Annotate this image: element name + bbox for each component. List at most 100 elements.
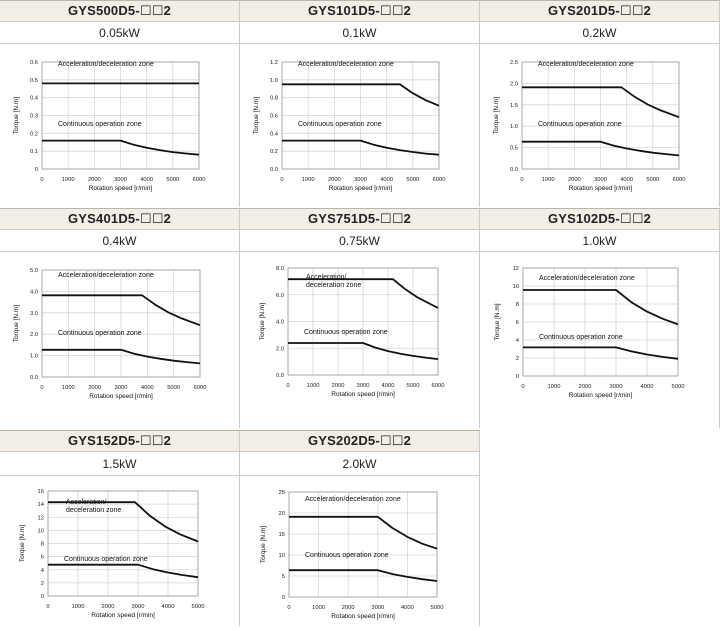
x-tick-label: 6000 [432,383,445,389]
plot-frame [522,267,679,377]
y-tick-label: 15 [279,532,285,538]
rated-power: 0.2kW [480,22,720,44]
x-tick-label: 1000 [302,177,315,183]
zone-label: Acceleration/deceleration zone [58,272,154,279]
x-tick-label: 5000 [167,385,180,391]
continuous-operation-curve [288,342,439,360]
x-tick-label: 5000 [672,384,685,390]
x-tick-label: 6000 [433,177,446,183]
x-tick-label: 3000 [357,383,370,389]
zone-label: Acceleration/deceleration zone [538,61,634,68]
zone-label: Continuous operation zone [539,334,623,341]
x-tick-label: 4000 [141,385,154,391]
plot-frame [41,61,200,170]
continuous-operation-curve [42,139,200,156]
torque-chart-svg: 0 1000 2000 3000 4000 5000 6000 0.0 2.0 4.0 6.0 8.0… [259,266,445,398]
y-tick-label: 0.2 [270,149,278,155]
zone-label: Acceleration/deceleration zone [298,61,394,68]
x-tick-label: 1000 [62,177,75,183]
plot-frame [41,269,201,378]
continuous-operation-curve [523,346,679,360]
plot-frame [287,267,439,376]
x-tick-label: 3000 [115,385,128,391]
continuous-operation-curve [48,563,199,579]
zone-label: Continuous operation zone [538,121,622,128]
x-tick-label: 2000 [88,385,101,391]
y-tick-label: 1.0 [510,124,518,130]
y-axis-label: Torque [N.m] [253,97,260,134]
model-name: GYS102D5-☐☐2 [480,208,720,230]
x-axis-label: Rotation speed [r/min] [331,391,395,398]
x-tick-label: 1000 [542,177,555,183]
zone-label: deceleration zone [306,282,361,289]
x-tick-label: 0 [521,384,524,390]
y-tick-label: 2.0 [510,81,518,87]
y-tick-label: 0.1 [30,149,38,155]
y-tick-label: 1.0 [30,354,38,360]
zone-label: Acceleration/deceleration zone [305,496,401,503]
torque-chart: 0 1000 2000 3000 4000 5000 6000 0.0 0.5 1.0 1.5 2.0… [480,44,720,207]
torque-chart: 0 1000 2000 3000 4000 5000 6000 0 0.1 0.2 0.3 0.4 0.… [0,44,240,207]
continuous-operation-curve [289,569,438,582]
torque-chart-svg: 0 1000 2000 3000 4000 5000 6000 0.0 0.5 1.0 1.5 2.0… [493,60,685,192]
x-tick-label: 0 [286,383,289,389]
x-tick-label: 0 [280,177,283,183]
x-tick-label: 3000 [114,177,127,183]
continuous-operation-curve [282,139,440,156]
x-tick-label: 2000 [342,605,355,611]
y-tick-label: 14 [38,502,45,508]
acceleration-deceleration-curve [42,294,201,327]
y-tick-label: 25 [279,490,285,496]
y-tick-label: 0.4 [270,131,279,137]
y-tick-label: 16 [38,489,44,495]
x-axis-label: Rotation speed [r/min] [329,185,393,192]
x-tick-label: 3000 [371,605,384,611]
plot-frame [288,491,438,598]
y-tick-label: 0.3 [30,114,38,120]
plot-frame [47,490,199,597]
torque-chart: 0 1000 2000 3000 4000 5000 6000 0.0 2.0 4.0 6.0 8.0… [240,252,480,428]
x-tick-label: 4000 [401,605,414,611]
y-tick-label: 2 [516,356,519,362]
y-tick-label: 1.2 [270,60,278,66]
x-tick-label: 1000 [307,383,320,389]
x-tick-label: 4000 [641,384,654,390]
y-tick-label: 3.0 [30,311,38,317]
y-tick-label: 0.0 [276,373,284,379]
rated-power: 2.0kW [240,452,480,476]
x-tick-label: 3000 [610,384,623,390]
y-tick-label: 0 [41,594,44,600]
continuous-operation-curve [42,348,201,365]
model-name: GYS500D5-☐☐2 [0,0,240,22]
y-tick-label: 2 [41,581,44,587]
y-tick-label: 10 [279,553,285,559]
y-tick-label: 0.0 [270,167,278,173]
x-tick-label: 5000 [166,177,179,183]
torque-chart: 0 1000 2000 3000 4000 5000 6000 0.0 0.2 0.4 0.6 0.8… [240,44,480,207]
rated-power: 1.0kW [480,230,720,252]
rated-power: 0.4kW [0,230,240,252]
x-tick-label: 2000 [332,383,345,389]
x-tick-label: 3000 [594,177,607,183]
y-tick-label: 12 [38,515,44,521]
zone-label: deceleration zone [66,507,121,514]
plot-frame [281,61,440,170]
y-tick-label: 0.6 [270,114,278,120]
zone-label: Continuous operation zone [298,121,382,128]
y-tick-label: 0.5 [30,78,38,84]
y-tick-label: 6 [41,555,44,561]
y-tick-label: 6 [516,320,519,326]
y-tick-label: 1.0 [270,78,278,84]
x-tick-label: 3000 [132,604,145,610]
y-tick-label: 0 [516,374,519,380]
torque-chart-svg: 0 1000 2000 3000 4000 5000 6000 0.0 1.0 2.0 3.0 4.0… [13,268,207,400]
torque-chart-svg: 0 1000 2000 3000 4000 5000 6000 0 0.1 0.2 0.3 0.4 0.… [13,60,205,192]
x-tick-label: 2000 [328,177,341,183]
y-tick-label: 4 [516,338,520,344]
zone-label: Continuous operation zone [64,556,148,563]
y-tick-label: 8.0 [276,266,284,272]
y-axis-label: Torque [N.m] [19,525,26,562]
acceleration-deceleration-curve [282,83,440,107]
x-tick-label: 6000 [194,385,207,391]
torque-chart-svg: 0 1000 2000 3000 4000 5000 0 5 10 15 20 25 Accelerat… [260,490,443,620]
